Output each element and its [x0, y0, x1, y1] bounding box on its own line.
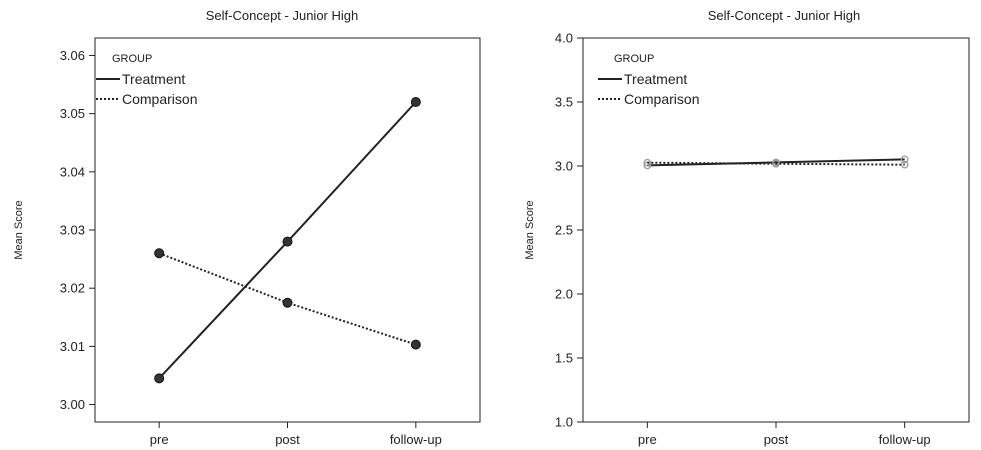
y-axis-label: Mean Score [524, 200, 536, 259]
y-axis-label: Mean Score [13, 200, 25, 259]
data-point-treatment [643, 161, 652, 170]
series-line-comparison [647, 161, 905, 166]
y-tick-label: 3.01 [60, 339, 85, 354]
y-tick-label: 3.0 [555, 159, 573, 174]
x-tick-label: pre [638, 432, 657, 447]
y-tick-label: 4.0 [555, 31, 573, 46]
x-tick-label: pre [150, 432, 169, 447]
x-tick-label: post [275, 432, 300, 447]
data-point-treatment [410, 97, 421, 107]
y-tick-label: 1.0 [555, 415, 573, 430]
data-point-comparison [154, 248, 165, 259]
y-tick-label: 3.00 [60, 397, 85, 412]
legend-label-comparison: Comparison [624, 91, 699, 107]
x-tick-label: follow-up [390, 432, 442, 447]
data-point-comparison [900, 160, 909, 169]
data-point-comparison [772, 159, 780, 168]
legend-label-comparison: Comparison [122, 91, 197, 107]
x-tick-label: post [764, 432, 789, 447]
data-point-treatment [900, 155, 909, 164]
y-tick-label: 3.04 [60, 164, 85, 179]
y-tick-label: 3.06 [60, 48, 85, 63]
series-line-treatment [647, 158, 905, 167]
y-tick-label: 3.05 [60, 106, 85, 121]
x-tick-label: follow-up [879, 432, 931, 447]
y-tick-label: 2.0 [555, 287, 573, 302]
y-tick-label: 3.5 [555, 95, 573, 110]
y-tick-label: 1.5 [555, 351, 573, 366]
chart-left: Self-Concept - Junior High 3.00 3.01 3.02 3.… [13, 8, 481, 447]
chart-title: Self-Concept - Junior High [206, 8, 358, 23]
data-point-treatment [282, 236, 293, 247]
y-tick-label: 2.5 [555, 223, 573, 238]
data-point-comparison [282, 297, 293, 308]
data-point-comparison [410, 339, 421, 350]
chart-right: Self-Concept - Junior High 1.0 1.5 2.0 2.5 3.… [524, 8, 970, 447]
y-tick-label: 3.03 [60, 223, 85, 238]
legend-title: GROUP [614, 53, 654, 65]
chart-title: Self-Concept - Junior High [708, 8, 860, 23]
y-tick-label: 3.02 [60, 281, 85, 296]
legend-label-treatment: Treatment [122, 71, 185, 87]
legend-label-treatment: Treatment [624, 71, 687, 87]
legend-title: GROUP [112, 53, 152, 65]
data-point-treatment [154, 373, 165, 384]
data-point-comparison [643, 158, 652, 167]
